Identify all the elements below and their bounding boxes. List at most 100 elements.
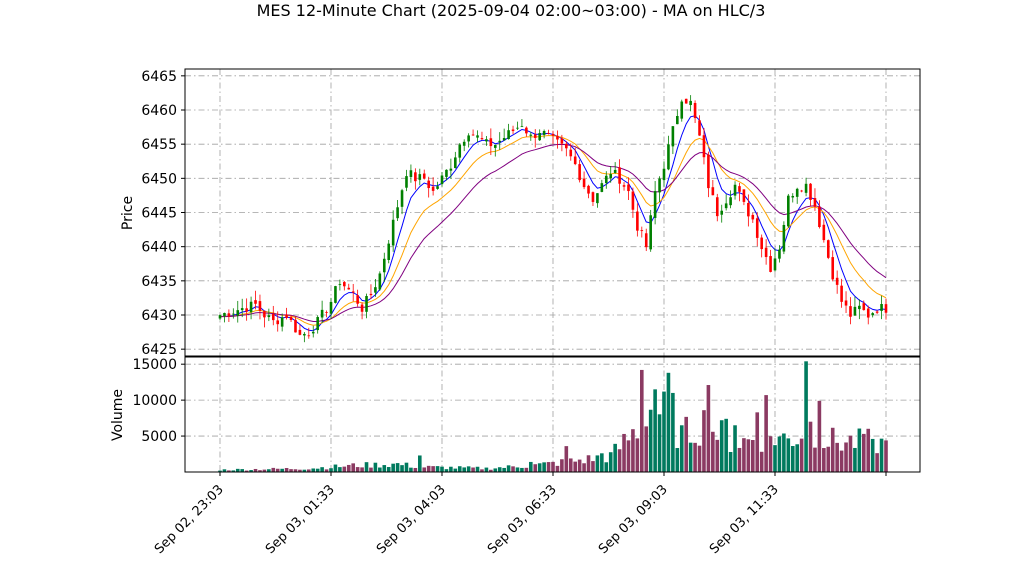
volume-bar [382,465,387,472]
volume-bar [684,416,688,472]
volume-y-ticks: 5000 10000 15000 [132,357,185,445]
candle-body [232,313,235,315]
candle-body [618,167,621,184]
candle-body [569,149,573,157]
volume-bar [817,400,822,472]
volume-bar [529,461,533,472]
volume-bar [706,385,711,472]
candle-body [427,180,430,189]
candle-body [600,183,604,192]
candle-body [360,304,364,312]
volume-bar [751,440,755,472]
candle-body [849,306,852,317]
candle-body [462,141,466,146]
volume-bar [560,459,564,472]
volume-bar [426,465,431,472]
volume-tick-label: 10000 [132,393,177,409]
volume-bar [848,435,853,472]
volume-bar [497,467,502,472]
volume-bar [235,468,240,472]
candle-body [507,130,510,140]
volume-bar [307,469,311,472]
candle-body [489,138,493,147]
candle-body [609,174,613,179]
candle-body [858,305,861,310]
price-tick-label: 6445 [141,206,177,222]
candle-body [720,210,724,215]
candle-body [653,191,657,218]
volume-bar [244,470,249,472]
volume-bar [822,448,826,472]
volume-bar [555,465,560,472]
price-tick-label: 6465 [141,69,177,85]
candle-body [405,176,408,188]
volume-bar [604,462,609,472]
candle-body [369,293,373,296]
candle-body [747,202,750,217]
volume-bar [742,438,746,472]
candle-body [307,335,311,337]
candle-body [724,203,728,209]
x-tick-label: Sep 03, 11:33 [707,482,782,557]
volume-bar [653,389,657,472]
candle-body [702,135,706,158]
candle-body [365,296,368,312]
candle-body [458,144,462,158]
candle-body [356,295,359,304]
volume-bar [711,431,715,472]
price-tick-label: 6450 [141,171,177,187]
candle-body [396,207,399,219]
volume-bar [227,470,231,472]
candle-body [853,306,857,316]
candle-body [596,193,599,204]
volume-bar [884,440,888,472]
volume-bar [364,462,369,472]
volume-bar [400,465,404,472]
volume-bar [320,467,324,472]
volume-bar [413,467,418,472]
candle-body [271,313,275,321]
candle-body [866,308,870,318]
volume-bar [595,455,600,472]
x-tick-label: Sep 03, 09:03 [596,482,671,557]
volume-bar [768,436,773,472]
candle-body [631,191,635,210]
candle-body [800,190,803,192]
volume-bar [275,468,280,472]
candle-body [334,286,337,303]
price-tick-label: 6460 [141,103,177,119]
volume-bar [258,470,262,472]
candle-body [804,183,808,193]
candle-body [707,154,710,189]
volume-bar [533,464,538,472]
volume-bars [218,361,888,472]
price-tick-label: 6440 [141,240,177,256]
candle-body [351,291,355,293]
volume-bar [879,438,884,472]
volume-bar [435,466,440,472]
candle-body [684,98,688,104]
candle-body [254,300,257,304]
candle-body [587,185,590,194]
volume-bar [453,468,458,472]
candle-body [374,287,377,293]
volume-bar [333,464,338,472]
candle-body [436,186,439,189]
candle-body [378,273,382,290]
volume-bar [493,468,498,472]
volume-bar [777,436,782,472]
volume-bar [773,445,777,472]
candle-body [604,175,608,184]
candle-body [715,197,719,217]
volume-bar [240,469,244,472]
volume-bar [866,428,871,472]
candle-body [560,138,564,144]
volume-bar [715,439,720,472]
candle-body [613,169,617,173]
candle-body [813,198,817,207]
volume-bar [764,395,768,472]
x-tick-label: Sep 03, 06:33 [485,482,560,557]
volume-bar [342,466,347,472]
